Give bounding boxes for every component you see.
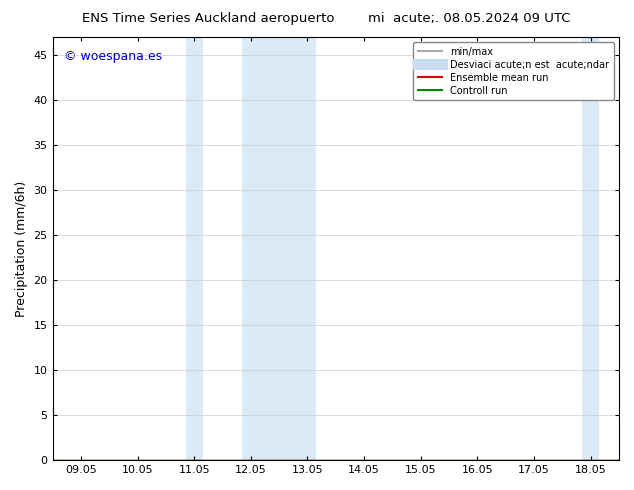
Legend: min/max, Desviaci acute;n est  acute;ndar, Ensemble mean run, Controll run: min/max, Desviaci acute;n est acute;ndar… <box>413 42 614 100</box>
Bar <box>582 37 599 460</box>
Text: mi  acute;. 08.05.2024 09 UTC: mi acute;. 08.05.2024 09 UTC <box>368 12 570 25</box>
Bar <box>186 37 203 460</box>
Y-axis label: Precipitation (mm/6h): Precipitation (mm/6h) <box>15 180 28 317</box>
Text: © woespana.es: © woespana.es <box>64 50 162 63</box>
Bar <box>242 37 316 460</box>
Text: ENS Time Series Auckland aeropuerto: ENS Time Series Auckland aeropuerto <box>82 12 335 25</box>
